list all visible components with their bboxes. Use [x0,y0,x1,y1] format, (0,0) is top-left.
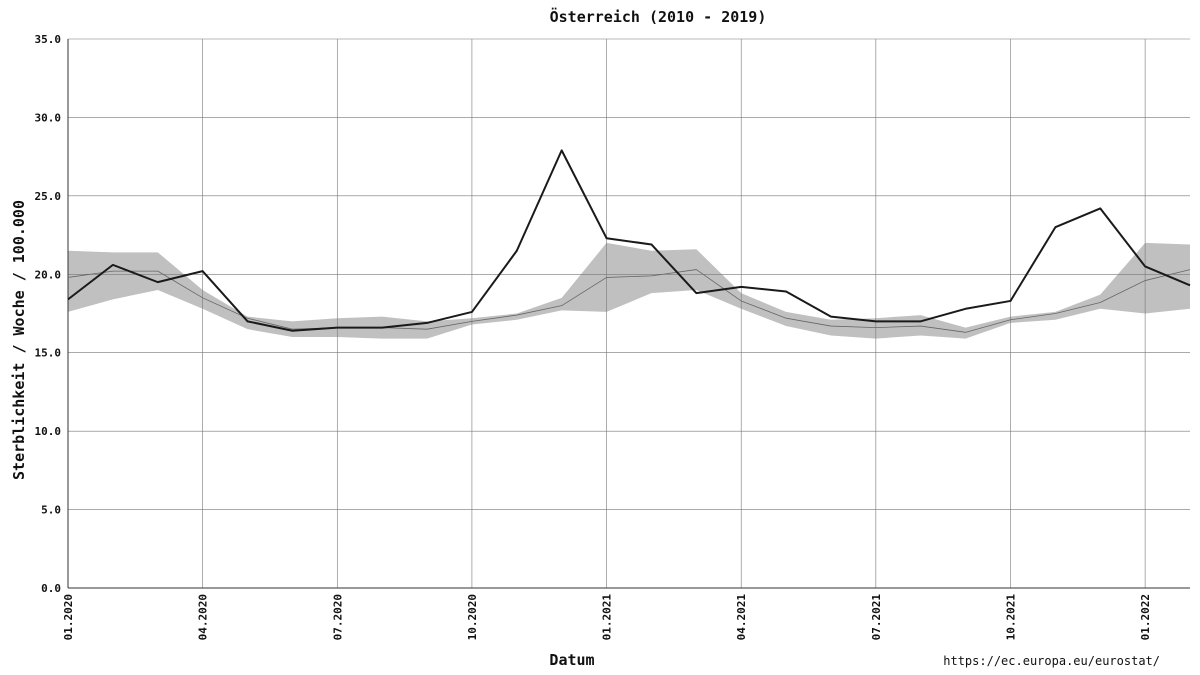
y-tick-label: 10.0 [35,425,62,438]
y-tick-label: 25.0 [35,190,62,203]
range-band [68,242,1190,339]
data-line [67,269,1191,333]
x-tick-label: 04.2021 [735,594,748,641]
chart-title: Österreich (2010 - 2019) [550,7,767,26]
x-tick-label: 01.2020 [62,594,75,640]
x-tick-label: 07.2021 [870,594,883,641]
y-tick-label: 0.0 [41,582,61,595]
y-tick-label: 30.0 [35,111,62,124]
x-tick-label: 07.2020 [331,594,344,640]
x-tick-label: 10.2021 [1004,594,1017,641]
source: https://ec.europa.eu/eurostat/ [943,654,1160,668]
y-tick-label: 20.0 [35,268,62,281]
y-tick-label: 35.0 [35,33,62,46]
x-tick-label: 04.2020 [197,594,210,640]
y-tick-label: 5.0 [41,504,61,517]
y-tick-label: 15.0 [35,347,62,360]
data-line [67,149,1191,332]
x-tick-label: 10.2020 [466,594,479,640]
x-tick-label: 01.2022 [1139,594,1152,640]
y-axis-label: Sterblichkeit / Woche / 100.000 [10,200,28,480]
x-tick-label: 01.2021 [601,594,614,641]
x-axis-label: Datum [549,651,594,669]
